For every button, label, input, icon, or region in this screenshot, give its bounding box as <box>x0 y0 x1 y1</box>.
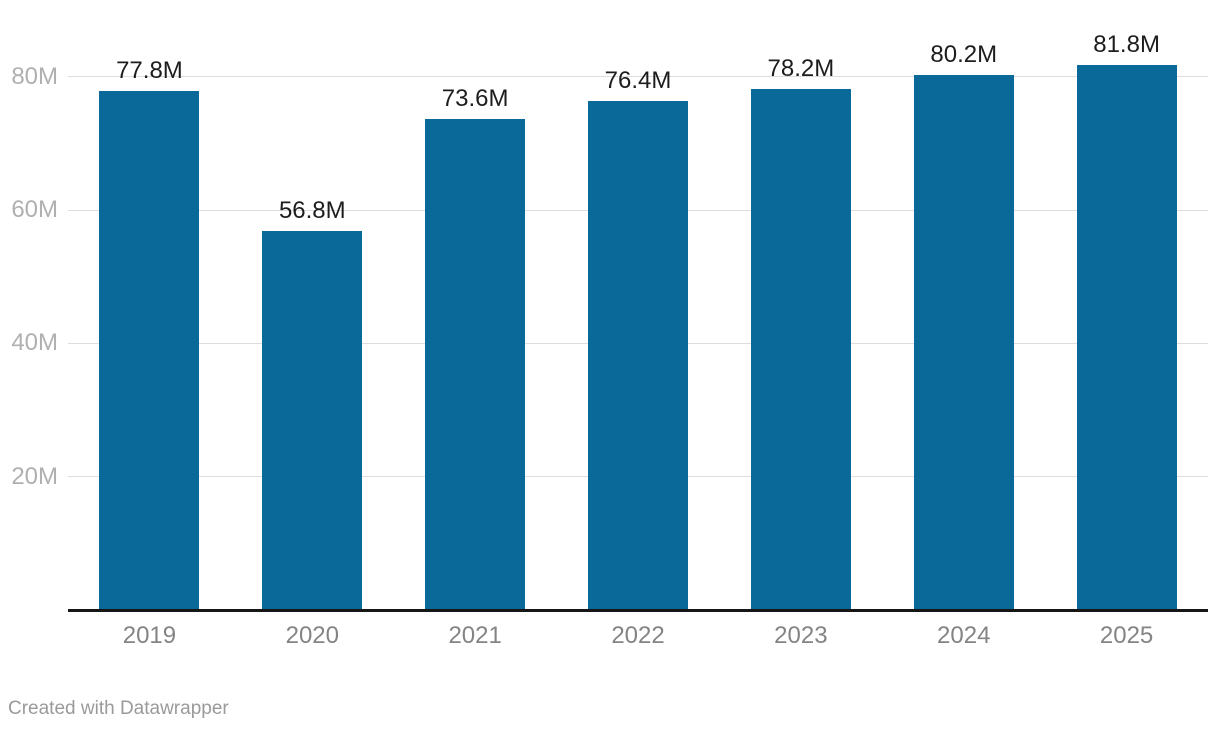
x-axis-labels: 2019 2020 2021 2022 2023 2024 2025 <box>68 622 1208 650</box>
bar-value-label-2022: 76.4M <box>604 66 672 94</box>
x-axis-label-2019: 2019 <box>122 622 177 649</box>
x-axis-label-2025: 2025 <box>1099 622 1154 649</box>
y-axis-tick-label-60M: 60M <box>11 196 58 223</box>
y-axis-tick-label-40M: 40M <box>11 329 58 357</box>
x-axis-label-2020: 2020 <box>285 622 339 649</box>
bar-value-label-2024: 80.2M <box>930 41 998 69</box>
bar-value-label-2020: 56.8M <box>278 197 346 225</box>
bar-column-2022: 76.4M <box>557 66 720 610</box>
bar-2024 <box>913 75 1014 610</box>
gridline-80M <box>68 76 1208 78</box>
y-axis-tick-label-20M: 20M <box>11 462 58 490</box>
x-axis-label-2024: 2024 <box>937 622 991 649</box>
bar-column-2019: 77.8M <box>68 58 231 610</box>
y-axis-tick-label-80M: 80M <box>11 62 58 90</box>
bar-column-2024: 80.2M <box>882 42 1045 610</box>
x-axis-label-2023: 2023 <box>774 622 828 649</box>
bar-2020 <box>262 231 363 610</box>
bar-column-2025: 81.8M <box>1045 30 1208 610</box>
x-axis-baseline <box>68 609 1208 612</box>
bar-2022 <box>588 100 688 610</box>
bar-value-label-2021: 73.6M <box>441 85 509 113</box>
plot-area: 77.8M 56.8M 73.6M 76.4M 78.2M 80.2M 81.8M <box>68 0 1208 610</box>
bar-2023 <box>750 88 851 610</box>
bar-value-label-2025: 81.8M <box>1093 30 1160 58</box>
bar-2019 <box>99 91 200 610</box>
bar-value-label-2023: 78.2M <box>767 54 835 82</box>
bar-column-2023: 78.2M <box>719 54 882 610</box>
bar-column-2021: 73.6M <box>394 86 557 610</box>
x-axis-label-2021: 2021 <box>448 622 502 649</box>
x-axis-label-2022: 2022 <box>611 622 665 649</box>
bar-value-label-2019: 77.8M <box>116 57 183 85</box>
datawrapper-credit-link[interactable]: Created with Datawrapper <box>8 698 229 719</box>
bars-container: 77.8M 56.8M 73.6M 76.4M 78.2M 80.2M 81.8M <box>68 0 1208 610</box>
bar-2025 <box>1076 64 1177 610</box>
bar-column-2020: 56.8M <box>231 198 394 610</box>
bar-2021 <box>425 119 526 610</box>
